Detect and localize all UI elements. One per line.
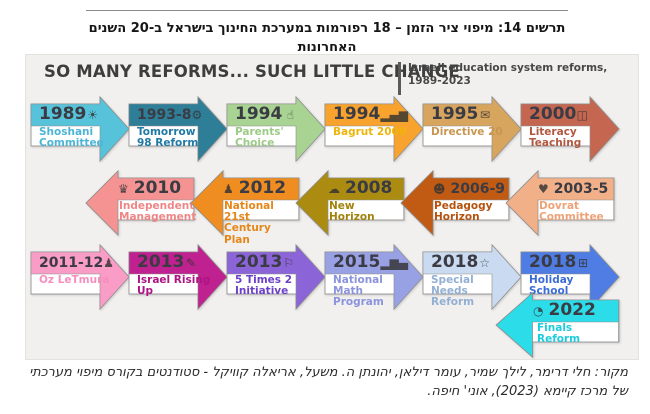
lightbulb-icon: ☀ xyxy=(87,107,98,122)
flag-icon: ⚐ xyxy=(283,255,294,270)
clock-icon: ◔ xyxy=(533,303,544,318)
reform-label: Oz LeTmura xyxy=(39,274,110,286)
reform-label: Finals Reform xyxy=(537,322,581,346)
headline-divider xyxy=(398,62,401,95)
hand-icon: ☝ xyxy=(286,107,294,122)
figure-source: מקור: חלי דרימר, לילך שמיר, עומר דילאן, … xyxy=(29,365,628,399)
arrow-shape xyxy=(324,96,424,162)
arrow-shape xyxy=(324,244,424,310)
reform-year: 1993-8 xyxy=(137,106,192,123)
reform-label: New Horizon xyxy=(329,200,375,224)
figure-caption-block: תרשים 14: מיפוי ציר הזמן – 18 רפורמות במ… xyxy=(86,10,568,63)
arrow-shape xyxy=(295,170,405,236)
reform-label: 5 Times 2 Initiative xyxy=(235,274,292,298)
arrow-shape xyxy=(422,96,522,162)
reform-2010-independent-management: ♛ 2010 Independent Management xyxy=(85,170,197,236)
reform-2018-special-needs-reform: 2018 ☆ Special Needs Reform xyxy=(422,244,522,310)
reform-year: 1995 xyxy=(431,104,479,124)
reform-label: Shoshani Committee xyxy=(39,126,104,150)
arrow-shape xyxy=(495,292,620,358)
reform-label: Holiday School xyxy=(529,274,574,298)
envelope-icon: ✉ xyxy=(479,107,490,122)
reform-2012-national-21st-century-plan: ♟ 2012 National 21st Century Plan xyxy=(190,170,300,245)
reform-year: 1994 xyxy=(235,104,283,124)
brain-icon: ☁ xyxy=(328,181,340,196)
figure-caption: תרשים 14: מיפוי ציר הזמן – 18 רפורמות במ… xyxy=(88,21,566,55)
reform-label: Tomorrow 98 Reform xyxy=(137,126,199,150)
gear-icon: ⚙ xyxy=(191,107,203,122)
star-icon: ☆ xyxy=(479,255,490,270)
person-icon: ♟ xyxy=(223,181,234,196)
arrow-shape xyxy=(226,96,326,162)
trophy-icon: ♛ xyxy=(118,181,129,196)
reform-label: National Math Program xyxy=(333,274,384,309)
diagram-headline: SO MANY REFORMS... SUCH LITTLE CHANGE xyxy=(44,62,460,81)
reform-year: 2015 xyxy=(333,252,381,272)
arrow-shape xyxy=(190,170,300,236)
reform-label: National 21st Century Plan xyxy=(224,200,274,246)
arrow-shape xyxy=(400,170,510,236)
reform-year: 2003-5 xyxy=(553,180,609,197)
arrow-shape xyxy=(30,96,130,162)
reform-year: 1994 xyxy=(333,104,381,124)
reform-year: 2000 xyxy=(529,104,577,124)
arrow-shape xyxy=(128,96,228,162)
reform-year: 2022 xyxy=(548,300,596,320)
reform-label: Directive 20 xyxy=(431,126,503,138)
reform-2015-national-math-program: 2015 ▂▆▄ National Math Program xyxy=(324,244,424,310)
reform-2006-9-pedagogy-horizon: ☻ 2006-9 Pedagogy Horizon xyxy=(400,170,510,236)
reform-label: Israel Rising Up xyxy=(137,274,211,298)
person-icon: ♟ xyxy=(103,255,115,270)
reform-2022-finals-reform: ◔ 2022 Finals Reform xyxy=(495,292,620,358)
reform-2018-holiday-school: 2018 ⊞ Holiday School xyxy=(520,244,620,310)
reform-label: Dovrat Committee xyxy=(539,200,604,224)
reform-label: Independent Management xyxy=(119,200,197,224)
reform-year: 2010 xyxy=(133,178,182,198)
head-icon: ☻ xyxy=(433,181,446,196)
reform-1989-shoshani-committee: 1989 ☀ Shoshani Committee xyxy=(30,96,130,162)
reform-1994-bagrut-2000: 1994 ▂▄▆ Bagrut 2000 xyxy=(324,96,424,162)
reform-year: 2018 xyxy=(529,252,577,272)
reform-2000-literacy-teaching: 2000 ◫ Literacy Teaching xyxy=(520,96,620,162)
reform-label: Parents' Choice xyxy=(235,126,284,150)
arrow-shape xyxy=(85,170,195,236)
reform-2013-5-times-2-initiative: 2013 ⚐ 5 Times 2 Initiative xyxy=(226,244,326,310)
reform-label: Pedagogy Horizon xyxy=(434,200,493,224)
book-icon: ◫ xyxy=(576,107,588,122)
reform-1995-directive-20: 1995 ✉ Directive 20 xyxy=(422,96,522,162)
reform-year: 2006-9 xyxy=(450,180,506,197)
bar-chart-icon: ▂▄▆ xyxy=(380,107,409,122)
reform-year: 2018 xyxy=(431,252,479,272)
arrow-shape xyxy=(520,96,620,162)
arrow-shape xyxy=(128,244,228,310)
reform-label: Special Needs Reform xyxy=(431,274,475,309)
reform-2011-12-oz-letmura: 2011-12 ♟ Oz LeTmura xyxy=(30,244,130,310)
reform-1993-8-tomorrow-98: 1993-8 ⚙ Tomorrow 98 Reform xyxy=(128,96,228,162)
reform-year: 1989 xyxy=(39,104,87,124)
heart-icon: ♥ xyxy=(538,181,549,196)
reform-label: Literacy Teaching xyxy=(529,126,582,150)
bar-chart-icon: ▂▆▄ xyxy=(380,255,409,270)
reform-2003-5-dovrat-committee: ♥ 2003-5 Dovrat Committee xyxy=(505,170,615,236)
reform-label: Bagrut 2000 xyxy=(333,126,407,138)
reform-year: 2012 xyxy=(238,178,287,198)
reform-year: 2013 xyxy=(235,252,283,272)
arrow-shape xyxy=(422,244,522,310)
reform-year: 2013 xyxy=(137,252,185,272)
reform-year: 2011-12 xyxy=(39,254,104,271)
pencil-icon: ✎ xyxy=(185,255,196,270)
diagram-subtitle: Israeli education system reforms, 1989-2… xyxy=(408,62,608,88)
reform-1994-parents-choice: 1994 ☝ Parents' Choice xyxy=(226,96,326,162)
arrow-shape xyxy=(30,244,130,310)
arrow-shape xyxy=(505,170,615,236)
reform-2013-israel-rising-up: 2013 ✎ Israel Rising Up xyxy=(128,244,228,310)
arrow-shape xyxy=(226,244,326,310)
reform-2008-new-horizon: ☁ 2008 New Horizon xyxy=(295,170,405,236)
reform-year: 2008 xyxy=(345,178,393,198)
gift-icon: ⊞ xyxy=(577,255,588,270)
